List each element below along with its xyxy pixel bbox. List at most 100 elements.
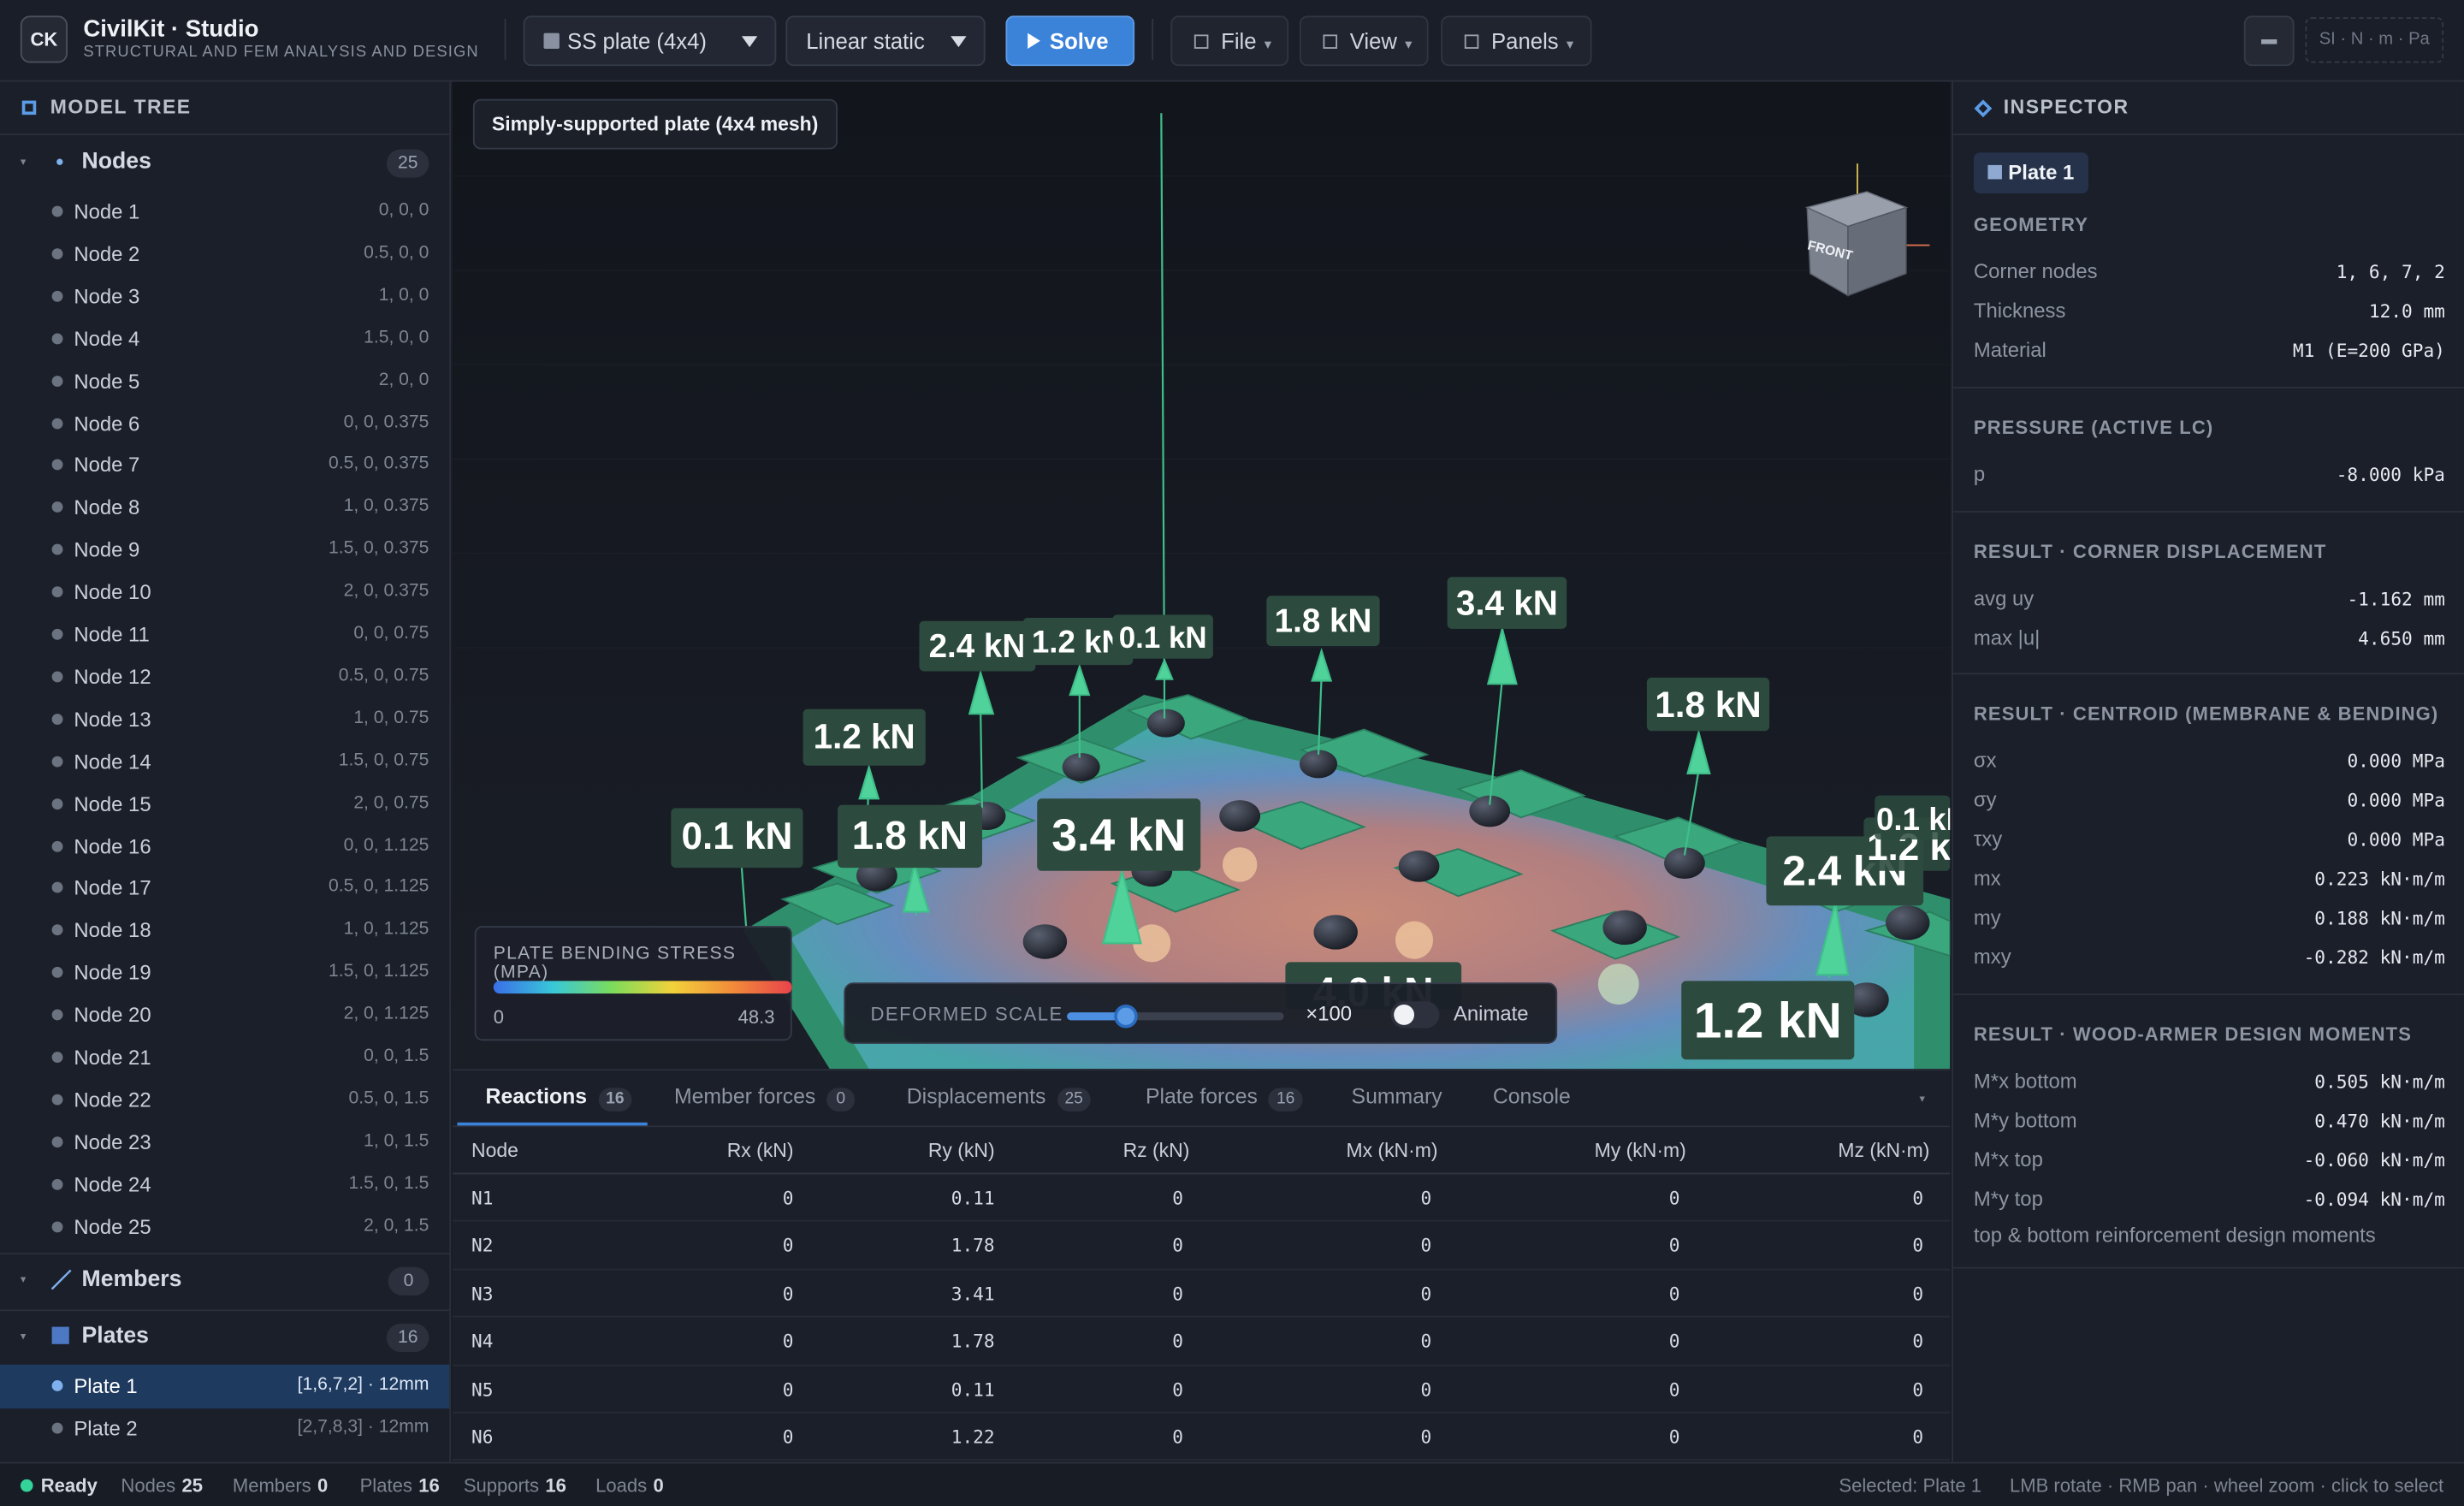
tab-label: Reactions — [485, 1084, 588, 1109]
count-badge: 16 — [387, 1323, 429, 1352]
tree-item-coord: 0, 0, 0.375 — [343, 412, 429, 432]
tree-item-label: Node 3 — [74, 284, 140, 308]
inspector-title: INSPECTOR — [2003, 96, 2129, 118]
tree-item-node[interactable]: Node 10 2, 0, 0.375 — [0, 571, 449, 614]
tree-item-node[interactable]: Node 17 0.5, 0, 1.125 — [0, 867, 449, 910]
slider-handle[interactable] — [1114, 1004, 1139, 1029]
inspector-divider — [1953, 386, 2464, 388]
tree-item-node[interactable]: Node 23 1, 0, 1.5 — [0, 1121, 449, 1164]
solve-button[interactable]: Solve — [1005, 15, 1135, 67]
analysis-select[interactable]: Linear static — [785, 15, 986, 67]
caret-icon: ▾ — [20, 157, 27, 169]
node-dot-icon — [51, 1052, 63, 1063]
selected-object-chip[interactable]: Plate 1 — [1973, 152, 2088, 193]
tree-group-members[interactable]: ▾ Members 0 — [0, 1254, 449, 1307]
table-row[interactable]: N3 0 3.41 0 0 0 0 — [452, 1270, 1951, 1318]
top-toolbar: CK CivilKit · Studio STRUCTURAL AND FEM … — [0, 0, 2464, 82]
app-logo: CK — [20, 15, 68, 63]
table-cell: 0 — [1912, 1187, 1924, 1209]
panels-menu-label: Panels — [1491, 28, 1559, 54]
tree-item-node[interactable]: Node 7 0.5, 0, 0.375 — [0, 444, 449, 487]
tree-item-info: [2,7,8,3] · 12mm — [297, 1418, 429, 1438]
collapse-panel-icon[interactable]: ▾ — [1919, 1094, 1925, 1106]
tree-item-node[interactable]: Node 4 1.5, 0, 0 — [0, 317, 449, 360]
tree-item-node[interactable]: Node 20 2, 0, 1.125 — [0, 993, 449, 1036]
plate-model-render[interactable]: 0.1 kN 1.8 kN 3.4 kN 1.2 kN 2.4 kN 1.2 k… — [452, 81, 1951, 1070]
tab-displacements[interactable]: Displacements 25 — [907, 1085, 1092, 1112]
animate-toggle[interactable] — [1390, 1001, 1440, 1029]
panels-menu-button[interactable]: Panels ▾ — [1441, 15, 1592, 67]
tree-item-node[interactable]: Node 22 0.5, 0, 1.5 — [0, 1078, 449, 1121]
field-label: M*y bottom — [1973, 1107, 2077, 1132]
load-label: 2.4 kN — [929, 628, 1027, 665]
tree-item-label: Node 5 — [74, 368, 140, 393]
tree-item-node[interactable]: Node 11 0, 0, 0.75 — [0, 614, 449, 656]
field-value: 0.505 kN·m/m — [2314, 1070, 2445, 1093]
tree-item-node[interactable]: Node 13 1, 0, 0.75 — [0, 697, 449, 740]
tab-plate-forces[interactable]: Plate forces 16 — [1146, 1085, 1303, 1112]
keyboard-shortcuts-button[interactable]: ▬ — [2243, 15, 2295, 67]
tree-item-node[interactable]: Node 12 0.5, 0, 0.75 — [0, 655, 449, 698]
model-select[interactable]: SS plate (4x4) — [523, 15, 777, 67]
tree-item-node[interactable]: Node 1 0, 0, 0 — [0, 190, 449, 233]
tree-group-nodes[interactable]: ▾ Nodes 25 — [0, 137, 449, 190]
inspector-section-title: RESULT · CENTROID (MEMBRANE & BENDING) — [1973, 703, 2439, 726]
column-header: Rx (kN) — [726, 1139, 794, 1162]
table-row[interactable]: N5 0 0.11 0 0 0 0 — [452, 1366, 1951, 1414]
tree-item-node[interactable]: Node 9 1.5, 0, 0.375 — [0, 529, 449, 572]
inspector-divider — [1953, 673, 2464, 675]
tree-item-node[interactable]: Node 21 0, 0, 1.5 — [0, 1036, 449, 1079]
units-indicator[interactable]: SI · N · m · Pa — [2305, 17, 2444, 63]
plate-dot-icon — [51, 1380, 63, 1391]
tree-item-label: Node 10 — [74, 580, 151, 604]
table-cell: 1.78 — [951, 1234, 995, 1257]
tree-item-node[interactable]: Node 8 1, 0, 0.375 — [0, 486, 449, 529]
analysis-select-value: Linear static — [806, 28, 925, 54]
tab-label: Summary — [1351, 1084, 1442, 1109]
table-row[interactable]: N2 0 1.78 0 0 0 0 — [452, 1222, 1951, 1271]
inspector-field: Thickness 12.0 mm — [1974, 299, 2445, 330]
table-cell: N1 — [471, 1187, 494, 1209]
field-label: Thickness — [1973, 298, 2066, 323]
deformed-scale-slider[interactable] — [1067, 1004, 1284, 1029]
table-row[interactable]: N4 0 1.78 0 0 0 0 — [452, 1318, 1951, 1366]
tree-item-node[interactable]: Node 5 2, 0, 0 — [0, 359, 449, 402]
caret-icon: ▾ — [20, 1274, 27, 1286]
inspector-section-title: GEOMETRY — [1973, 213, 2089, 236]
table-row[interactable]: N1 0 0.11 0 0 0 0 — [452, 1174, 1951, 1223]
tree-group-plates[interactable]: ▾ Plates 16 — [0, 1311, 449, 1364]
field-label: σy — [1973, 787, 1997, 812]
table-cell: 0 — [1172, 1282, 1184, 1305]
tree-item-node[interactable]: Node 2 0.5, 0, 0 — [0, 233, 449, 276]
tab-reactions[interactable]: Reactions 16 — [486, 1085, 632, 1112]
tree-item-node[interactable]: Node 24 1.5, 0, 1.5 — [0, 1163, 449, 1206]
tree-item-node[interactable]: Node 15 2, 0, 0.75 — [0, 782, 449, 825]
tree-item-label: Plate 1 — [74, 1373, 138, 1398]
slider-fill — [1067, 1012, 1126, 1021]
3d-viewport[interactable]: 0.1 kN 1.8 kN 3.4 kN 1.2 kN 2.4 kN 1.2 k… — [452, 81, 1951, 1070]
tree-item-node[interactable]: Node 18 1, 0, 1.125 — [0, 909, 449, 952]
tree-item-node[interactable]: Node 16 0, 0, 1.125 — [0, 825, 449, 868]
tree-item-node[interactable]: Node 6 0, 0, 0.375 — [0, 401, 449, 444]
solve-label: Solve — [1049, 28, 1109, 54]
tab-member-forces[interactable]: Member forces 0 — [674, 1085, 856, 1112]
table-cell: 3.41 — [951, 1282, 995, 1305]
tree-item-plate[interactable]: Plate 2 [2,7,8,3] · 12mm — [0, 1407, 449, 1450]
status-label: Loads — [595, 1474, 648, 1497]
tree-item-label: Node 22 — [74, 1088, 151, 1112]
tab-summary[interactable]: Summary — [1352, 1085, 1442, 1109]
tree-item-node[interactable]: Node 3 1, 0, 0 — [0, 275, 449, 317]
tree-item-coord: 1.5, 0, 0 — [364, 328, 429, 347]
table-row[interactable]: N6 0 1.22 0 0 0 0 — [452, 1414, 1951, 1462]
tree-item-node[interactable]: Node 14 1.5, 0, 0.75 — [0, 740, 449, 783]
view-cube[interactable]: FRONT — [1805, 163, 1930, 297]
tree-item-node[interactable]: Node 25 2, 0, 1.5 — [0, 1205, 449, 1248]
active-tab-indicator — [457, 1122, 648, 1126]
tree-item-node[interactable]: Node 19 1.5, 0, 1.125 — [0, 952, 449, 994]
table-cell: N6 — [471, 1426, 494, 1449]
tab-console[interactable]: Console — [1493, 1085, 1571, 1109]
field-value: -0.094 kN·m/m — [2303, 1188, 2445, 1210]
tree-item-plate[interactable]: Plate 1 [1,6,7,2] · 12mm — [0, 1364, 450, 1409]
file-menu-button[interactable]: File ▾ — [1170, 15, 1289, 67]
view-menu-button[interactable]: View ▾ — [1299, 15, 1429, 67]
